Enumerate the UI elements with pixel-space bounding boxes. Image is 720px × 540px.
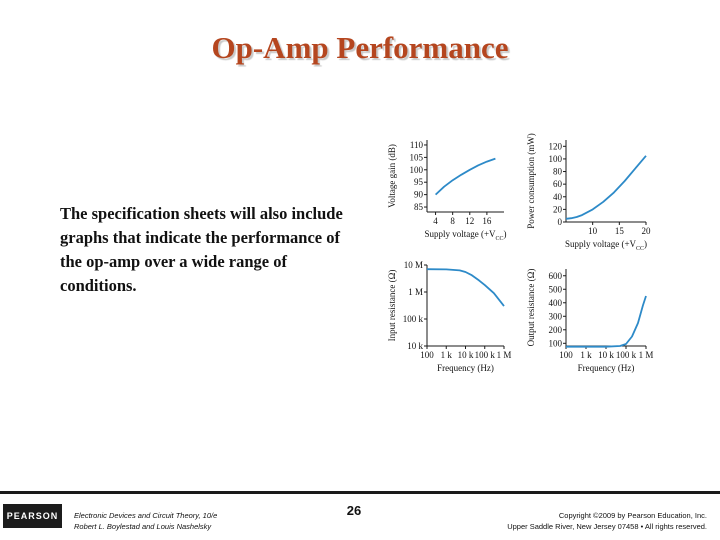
input-resistance-ytick-label: 1 M bbox=[408, 287, 423, 297]
power-consumption-ytick-label: 60 bbox=[553, 179, 563, 189]
copyright-notice: Copyright ©2009 by Pearson Education, In… bbox=[507, 510, 707, 532]
voltage-gain-ytick-label: 95 bbox=[414, 177, 424, 187]
power-consumption-xtick-label: 15 bbox=[615, 226, 625, 236]
input-resistance-x-axis-label: Frequency (Hz) bbox=[437, 363, 494, 373]
output-resistance-xtick-label: 100 bbox=[559, 350, 573, 360]
output-resistance-ytick-label: 600 bbox=[549, 271, 563, 281]
output-resistance-ytick-label: 100 bbox=[549, 338, 563, 348]
voltage-gain-xtick-label: 8 bbox=[450, 216, 455, 226]
power-consumption-xtick-label: 20 bbox=[642, 226, 652, 236]
output-resistance-curve bbox=[566, 295, 647, 348]
output-resistance-ytick-label: 400 bbox=[549, 298, 563, 308]
voltage-gain-ytick-label: 100 bbox=[410, 165, 424, 175]
power-consumption-x-axis-label: Supply voltage (+VCC) bbox=[565, 239, 647, 252]
input-resistance-xtick-label: 1 M bbox=[497, 350, 512, 360]
input-resistance-ytick-label: 10 M bbox=[404, 260, 423, 270]
voltage-gain-ytick-label: 105 bbox=[410, 152, 424, 162]
voltage-gain-xtick-label: 4 bbox=[433, 216, 438, 226]
output-resistance-ytick-label: 300 bbox=[549, 311, 563, 321]
pearson-logo: PEARSON bbox=[3, 504, 62, 528]
power-consumption-ytick-label: 100 bbox=[549, 154, 563, 164]
output-resistance-ytick-label: 200 bbox=[549, 325, 563, 335]
voltage-gain-y-axis-label: Voltage gain (dB) bbox=[387, 144, 397, 208]
output-resistance-xtick-label: 1 M bbox=[639, 350, 654, 360]
power-consumption-ytick-label: 40 bbox=[553, 192, 563, 202]
power-consumption-ytick-label: 0 bbox=[558, 217, 563, 227]
voltage-gain-curve bbox=[434, 157, 496, 196]
voltage-gain-x-axis-label: Supply voltage (+VCC) bbox=[424, 229, 506, 242]
power-consumption-curve bbox=[565, 155, 647, 220]
input-resistance-xtick-label: 100 bbox=[420, 350, 434, 360]
power-consumption-ytick-label: 80 bbox=[553, 167, 563, 177]
book-authors: Robert L. Boylestad and Louis Nashelsky bbox=[74, 522, 212, 531]
output-resistance-x-axis-label: Frequency (Hz) bbox=[578, 363, 635, 373]
book-citation: Electronic Devices and Circuit Theory, 1… bbox=[74, 510, 217, 532]
input-resistance-curve bbox=[426, 268, 505, 307]
input-resistance-xtick-label: 100 k bbox=[475, 350, 496, 360]
output-resistance-y-axis-label: Output resistance (Ω) bbox=[526, 269, 536, 347]
voltage-gain-ytick-label: 110 bbox=[410, 140, 424, 150]
power-consumption-xtick-label: 10 bbox=[588, 226, 598, 236]
copyright-line-2: Upper Saddle River, New Jersey 07458 • A… bbox=[507, 522, 707, 531]
body-text: The specification sheets will also inclu… bbox=[60, 204, 343, 295]
input-resistance-xtick-label: 1 k bbox=[441, 350, 453, 360]
power-consumption-y-axis-label: Power consumption (mW) bbox=[526, 133, 536, 228]
output-resistance-ytick-label: 500 bbox=[549, 284, 563, 294]
output-resistance-xtick-label: 1 k bbox=[580, 350, 592, 360]
voltage-gain-ytick-label: 85 bbox=[414, 202, 424, 212]
output-resistance-xtick-label: 100 k bbox=[616, 350, 637, 360]
input-resistance-ytick-label: 100 k bbox=[403, 314, 424, 324]
output-resistance-xtick-label: 10 k bbox=[598, 350, 614, 360]
copyright-line-1: Copyright ©2009 by Pearson Education, In… bbox=[558, 511, 707, 520]
voltage-gain-x-axis-label-subscript: CC bbox=[496, 236, 504, 242]
input-resistance-ytick-label: 10 k bbox=[407, 341, 423, 351]
power-consumption-ytick-label: 20 bbox=[553, 204, 563, 214]
input-resistance-xtick-label: 10 k bbox=[458, 350, 474, 360]
page-number: 26 bbox=[346, 503, 362, 518]
voltage-gain-xtick-label: 12 bbox=[465, 216, 474, 226]
voltage-gain-ytick-label: 90 bbox=[414, 190, 424, 200]
book-title: Electronic Devices and Circuit Theory, 1… bbox=[74, 511, 218, 520]
power-consumption-ytick-label: 120 bbox=[549, 141, 563, 151]
slide-title: Op-Amp Performance bbox=[211, 30, 509, 65]
footer-divider bbox=[0, 491, 720, 494]
input-resistance-y-axis-label: Input resistance (Ω) bbox=[387, 270, 397, 342]
power-consumption-x-axis-label-subscript: CC bbox=[636, 246, 644, 252]
voltage-gain-xtick-label: 16 bbox=[482, 216, 492, 226]
